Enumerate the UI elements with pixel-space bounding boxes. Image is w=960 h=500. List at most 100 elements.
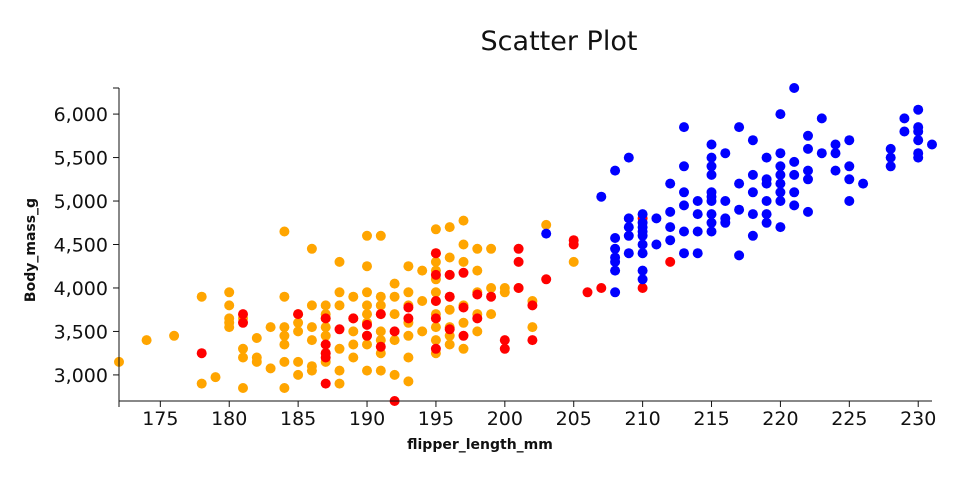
data-point-s2-12 — [623, 230, 634, 241]
data-point-s2-37 — [692, 226, 703, 237]
data-point-s1-8 — [320, 378, 331, 389]
data-point-s1-27 — [458, 267, 469, 278]
data-point-s0-7 — [224, 300, 235, 311]
data-point-s2-34 — [679, 248, 689, 259]
data-point-s2-88 — [830, 139, 841, 150]
data-point-s2-74 — [775, 196, 786, 206]
data-point-s1-3 — [293, 309, 304, 320]
data-point-s1-38 — [527, 300, 538, 311]
data-point-s0-127 — [541, 219, 552, 230]
data-point-s2-76 — [789, 83, 800, 93]
data-point-s0-59 — [362, 287, 372, 298]
x-axis: 175 180 185 190 195 200 205 210 215 220 225 230 — [118, 400, 936, 430]
data-point-s0-17 — [251, 333, 262, 343]
data-point-s2-25 — [665, 178, 676, 189]
data-point-s1-19 — [430, 248, 441, 259]
data-point-s1-18 — [403, 313, 414, 324]
chart-title: Scatter Plot — [481, 26, 638, 57]
data-point-s2-98 — [885, 161, 896, 172]
data-point-s1-45 — [637, 283, 648, 293]
data-point-s0-118 — [472, 326, 483, 337]
data-point-s0-57 — [362, 230, 372, 241]
data-point-s2-11 — [623, 222, 634, 233]
data-point-s0-5 — [210, 372, 221, 383]
data-point-s2-69 — [775, 148, 786, 159]
data-point-s0-75 — [389, 291, 400, 302]
data-point-s2-80 — [789, 200, 800, 211]
data-point-s2-40 — [706, 152, 717, 163]
data-point-s0-60 — [362, 300, 372, 311]
data-point-s0-54 — [348, 326, 359, 337]
data-point-s0-50 — [334, 365, 345, 376]
data-point-s0-26 — [279, 383, 290, 393]
data-point-s2-56 — [734, 250, 745, 261]
data-point-s0-38 — [320, 300, 331, 311]
data-point-s1-4 — [320, 313, 331, 324]
data-point-s2-62 — [761, 152, 772, 163]
data-point-s2-57 — [747, 135, 758, 146]
data-point-s1-36 — [513, 256, 524, 267]
data-point-s2-4 — [610, 243, 621, 254]
data-point-s0-84 — [403, 352, 414, 363]
data-point-s1-29 — [458, 330, 469, 341]
data-point-s0-76 — [389, 309, 400, 320]
data-point-s2-19 — [637, 239, 648, 250]
data-point-s2-38 — [692, 248, 703, 259]
data-point-s0-67 — [375, 291, 386, 302]
data-point-s0-86 — [417, 265, 428, 276]
data-point-s1-31 — [472, 313, 483, 324]
data-point-s2-67 — [761, 209, 772, 220]
data-point-s1-35 — [513, 243, 524, 254]
data-point-s0-29 — [293, 326, 304, 337]
y-tick-label: 4,000 — [54, 278, 108, 300]
data-point-s2-21 — [637, 265, 648, 276]
data-point-s0-97 — [430, 322, 441, 333]
data-point-s2-81 — [803, 130, 813, 141]
y-tick-label: 4,500 — [54, 235, 108, 257]
data-point-s2-84 — [803, 174, 813, 185]
data-point-s1-33 — [499, 335, 510, 346]
data-point-s2-60 — [747, 209, 758, 220]
data-point-s0-89 — [430, 224, 441, 235]
data-point-s1-1 — [238, 309, 248, 320]
data-point-s1-21 — [430, 296, 441, 306]
data-point-s2-26 — [665, 206, 676, 217]
data-point-s2-23 — [651, 213, 662, 224]
x-axis-label: flipper_length_mm — [407, 437, 553, 453]
data-point-s0-24 — [279, 339, 290, 350]
data-point-s2-42 — [706, 169, 717, 180]
y-tick-label: 5,000 — [54, 191, 108, 213]
data-point-s2-79 — [789, 187, 800, 198]
data-point-s0-115 — [472, 265, 483, 276]
y-tick-label: 3,000 — [54, 365, 108, 387]
data-point-s2-28 — [665, 235, 676, 246]
data-point-s2-6 — [610, 256, 621, 267]
data-point-s0-6 — [224, 287, 235, 298]
x-tick-label: 205 — [556, 408, 592, 430]
x-tick-label: 215 — [693, 408, 729, 430]
data-point-s2-3 — [610, 233, 621, 243]
data-point-s0-113 — [458, 343, 469, 354]
data-point-s2-78 — [789, 169, 800, 180]
data-point-s2-85 — [803, 206, 813, 217]
data-point-s1-40 — [541, 274, 552, 285]
data-point-s2-59 — [747, 187, 758, 198]
x-tick-label: 220 — [762, 408, 798, 430]
data-point-s0-87 — [417, 296, 428, 306]
data-point-s2-29 — [679, 122, 689, 133]
data-point-s0-68 — [375, 300, 386, 311]
x-tick-label: 185 — [280, 408, 316, 430]
data-point-s2-58 — [747, 169, 758, 180]
data-point-s0-61 — [362, 309, 372, 320]
data-point-s1-7 — [320, 352, 331, 363]
data-point-s0-74 — [389, 278, 400, 289]
data-point-s0-13 — [238, 383, 248, 393]
data-point-s1-12 — [362, 330, 372, 341]
x-tick-label: 230 — [900, 408, 936, 430]
data-point-s0-41 — [320, 322, 331, 333]
data-point-s1-16 — [389, 326, 400, 337]
data-point-s0-79 — [403, 261, 414, 272]
data-point-s2-89 — [830, 148, 841, 159]
data-point-s2-50 — [720, 196, 731, 206]
